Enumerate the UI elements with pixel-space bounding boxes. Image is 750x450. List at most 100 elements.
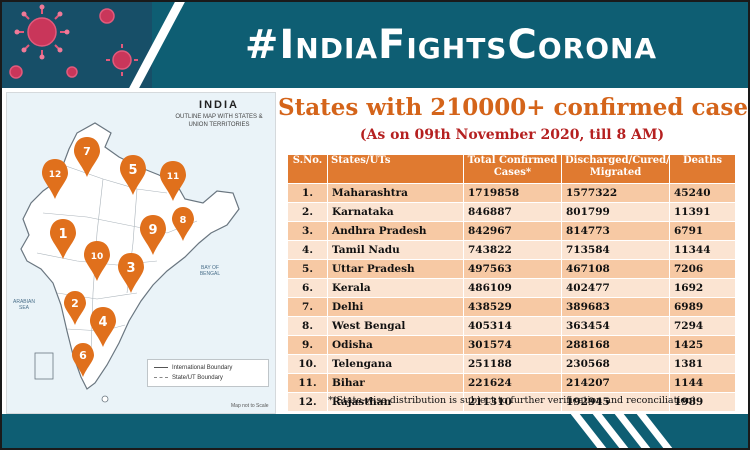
cell-state: Maharashtra [327,183,464,203]
map-pin-8: 8 [172,207,194,241]
cell-discharged: 230568 [561,354,670,374]
sea-label-arabian: ARABIAN SEA [13,299,35,311]
map-pin-7: 7 [74,137,100,177]
pin-label-5: 5 [128,163,137,178]
cell-deaths: 1989 [669,392,736,412]
cell-deaths: 1144 [669,373,736,393]
header-deaths: Deaths [669,154,736,184]
pin-label-4: 4 [98,315,107,330]
cell-sno: 9. [287,335,328,355]
pin-label-6: 6 [79,349,87,362]
map-subtitle: OUTLINE MAP WITH STATES & UNION TERRITOR… [175,114,263,128]
cell-total: 842967 [463,221,562,241]
cell-state: Tamil Nadu [327,240,464,260]
cell-deaths: 7294 [669,316,736,336]
cell-deaths: 1381 [669,354,736,374]
map-legend: International Boundary State/UT Boundary [147,359,269,387]
cell-discharged: 363454 [561,316,670,336]
map-pin-3: 3 [118,253,144,293]
cell-discharged: 288168 [561,335,670,355]
legend-label-state: State/UT Boundary [172,375,223,381]
cell-state: Delhi [327,297,464,317]
map-pin-6: 6 [72,343,94,377]
pin-label-12: 12 [49,170,62,180]
cell-deaths: 45240 [669,183,736,203]
cell-deaths: 7206 [669,259,736,279]
cell-discharged: 801799 [561,202,670,222]
cell-deaths: 1425 [669,335,736,355]
cell-sno: 5. [287,259,328,279]
footnote: *(State-wise distribution is subject to … [328,395,696,406]
table-row: 6. Kerala 486109 402477 1692 [287,278,736,298]
cell-sno: 10. [287,354,328,374]
cell-sno: 3. [287,221,328,241]
cell-total: 497563 [463,259,562,279]
table-row: 3. Andhra Pradesh 842967 814773 6791 [287,221,736,241]
cases-table-wrap: S.No. States/UTs Total Confirmed Cases* … [287,154,736,412]
table-row: 4. Tamil Nadu 743822 713584 11344 [287,240,736,260]
header-sno: S.No. [287,154,328,184]
virus-decoration [2,2,152,88]
table-row: 7. Delhi 438529 389683 6989 [287,297,736,317]
sea-label-bengal: BAY OF BENGAL [199,265,221,277]
map-pin-5: 5 [120,155,146,195]
cell-state: Kerala [327,278,464,298]
table-row: 10. Telengana 251188 230568 1381 [287,354,736,374]
cell-deaths: 11344 [669,240,736,260]
cell-sno: 8. [287,316,328,336]
table-row: 2. Karnataka 846887 801799 11391 [287,202,736,222]
cell-total: 1719858 [463,183,562,203]
map-pin-10: 10 [84,241,110,281]
pin-label-8: 8 [180,215,187,226]
cell-state: Rajasthan [327,392,464,412]
cell-total: 405314 [463,316,562,336]
table-row: 12. Rajasthan 211310 192945 1989 [287,392,736,412]
table-row: 11. Bihar 221624 214207 1144 [287,373,736,393]
cell-total: 743822 [463,240,562,260]
cell-deaths: 6791 [669,221,736,241]
map-pin-9: 9 [140,215,166,255]
cell-discharged: 214207 [561,373,670,393]
cell-discharged: 402477 [561,278,670,298]
cell-state: Uttar Pradesh [327,259,464,279]
cell-sno: 2. [287,202,328,222]
hashtag-title: #IndiaFightsCorona [244,22,658,68]
cell-deaths: 1692 [669,278,736,298]
cell-state: Karnataka [327,202,464,222]
chart-title: States with 210000+ confirmed cases [278,94,750,121]
pin-label-10: 10 [91,252,104,262]
cases-table: S.No. States/UTs Total Confirmed Cases* … [287,154,736,412]
map-pin-4: 4 [90,307,116,347]
cell-state: Odisha [327,335,464,355]
pin-label-9: 9 [148,223,157,238]
pin-label-1: 1 [58,227,67,242]
map-pin-12: 12 [42,159,68,199]
cell-sno: 6. [287,278,328,298]
table-row: 5. Uttar Pradesh 497563 467108 7206 [287,259,736,279]
header-total: Total Confirmed Cases* [463,154,562,184]
table-row: 8. West Bengal 405314 363454 7294 [287,316,736,336]
cell-total: 301574 [463,335,562,355]
cell-discharged: 467108 [561,259,670,279]
cell-total: 221624 [463,373,562,393]
header-discharged: Discharged/Cured/ Migrated [561,154,670,184]
cell-sno: 11. [287,373,328,393]
legend-international: International Boundary [154,364,232,372]
map-pin-1: 1 [50,219,76,259]
legend-state: State/UT Boundary [154,374,223,382]
cell-deaths: 11391 [669,202,736,222]
pin-label-3: 3 [126,261,135,276]
cell-deaths: 6989 [669,297,736,317]
table-body: 1. Maharashtra 1719858 1577322 45240 2. Karnat… [287,183,736,412]
pin-label-2: 2 [71,297,79,310]
cell-total: 486109 [463,278,562,298]
legend-dash-icon [154,376,168,378]
table-row: 1. Maharashtra 1719858 1577322 45240 [287,183,736,203]
pin-label-7: 7 [83,145,91,158]
header-state: States/UTs [327,154,464,184]
coronavirus-icon [2,2,152,88]
cell-sno: 4. [287,240,328,260]
cell-state: Andhra Pradesh [327,221,464,241]
cell-discharged: 713584 [561,240,670,260]
cell-discharged: 389683 [561,297,670,317]
